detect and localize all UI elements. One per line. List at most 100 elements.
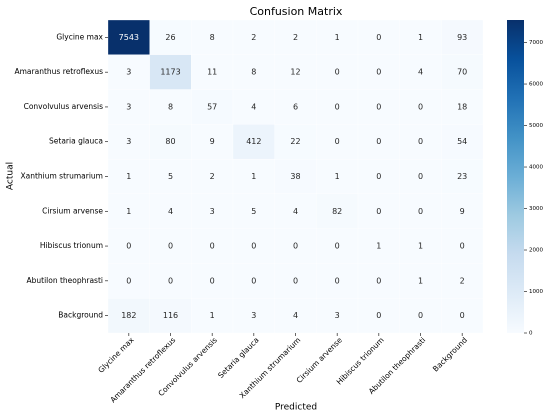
cell-label: 38 <box>290 172 300 181</box>
cell-label: 0 <box>460 311 465 320</box>
cell <box>232 19 275 55</box>
colorbar-tick-label: 6000 <box>529 82 543 88</box>
cell <box>399 54 442 90</box>
cell-label: 0 <box>335 102 340 111</box>
cell <box>274 263 317 299</box>
colorbar-tick-label: 4000 <box>529 165 543 171</box>
cell <box>107 124 150 160</box>
colorbar-tick-label: 5000 <box>529 123 543 129</box>
cell-label: 0 <box>210 276 215 285</box>
y-tick-label: Setaria glauca <box>49 137 103 146</box>
cell <box>107 54 150 90</box>
cell-label: 70 <box>457 68 467 77</box>
cell-label: 9 <box>460 207 465 216</box>
cell-label: 0 <box>376 207 381 216</box>
cell <box>191 298 234 334</box>
cell-label: 1 <box>418 33 423 42</box>
cell-label: 80 <box>165 137 175 146</box>
cell-label: 8 <box>210 33 215 42</box>
colorbar <box>507 20 524 333</box>
cell-label: 7543 <box>119 33 139 42</box>
cell <box>274 89 317 125</box>
cell-label: 0 <box>376 311 381 320</box>
cell-label: 0 <box>418 207 423 216</box>
cell <box>441 193 484 229</box>
cell <box>107 193 150 229</box>
cell <box>357 298 400 334</box>
y-tick-label: Background <box>58 311 103 320</box>
cell <box>274 193 317 229</box>
cell <box>232 193 275 229</box>
cell <box>399 124 442 160</box>
cell <box>232 54 275 90</box>
cell-label: 3 <box>126 68 131 77</box>
cell-label: 8 <box>251 68 256 77</box>
cell-label: 0 <box>251 276 256 285</box>
cell-label: 2 <box>460 276 465 285</box>
cell-label: 1 <box>210 311 215 320</box>
cell <box>149 158 192 195</box>
cell <box>399 263 442 299</box>
cell-label: 2 <box>210 172 215 181</box>
cell <box>441 298 484 334</box>
cell <box>274 298 317 334</box>
cell <box>107 228 150 264</box>
cell <box>441 89 484 125</box>
cell-label: 3 <box>126 137 131 146</box>
cell <box>316 54 359 90</box>
cell-label: 18 <box>457 102 467 111</box>
cell-label: 0 <box>418 102 423 111</box>
cell-label: 0 <box>376 276 381 285</box>
cell <box>232 89 275 125</box>
cell-label: 0 <box>168 276 173 285</box>
cell-label: 5 <box>251 207 256 216</box>
cell-label: 0 <box>168 242 173 251</box>
cell-label: 4 <box>251 102 256 111</box>
cell <box>232 263 275 299</box>
cell-label: 1 <box>126 172 131 181</box>
cell <box>441 263 484 299</box>
cell <box>357 54 400 90</box>
cell <box>232 298 275 334</box>
cell-label: 11 <box>207 68 217 77</box>
cell <box>149 19 192 55</box>
cell-label: 412 <box>246 137 261 146</box>
cell-label: 1 <box>126 207 131 216</box>
cell-label: 3 <box>335 311 340 320</box>
cell-label: 0 <box>376 68 381 77</box>
cell-label: 22 <box>290 137 300 146</box>
cell-label: 1 <box>418 276 423 285</box>
cell-label: 23 <box>457 172 467 181</box>
cell-label: 0 <box>460 242 465 251</box>
cell <box>191 19 234 55</box>
cell-label: 82 <box>332 207 342 216</box>
cell <box>149 298 192 334</box>
cell <box>107 158 150 195</box>
cell-label: 26 <box>165 33 175 42</box>
cell <box>316 193 359 229</box>
cell-label: 2 <box>293 33 298 42</box>
cell-label: 57 <box>207 102 217 111</box>
y-tick-label: Hibiscus trionum <box>40 241 103 250</box>
cell <box>399 19 442 55</box>
colorbar-tick-label: 1000 <box>529 289 543 295</box>
cell <box>399 228 442 264</box>
y-tick-label: Convolvulus arvensis <box>24 102 103 111</box>
cell <box>316 263 359 299</box>
cell-label: 1 <box>335 172 340 181</box>
cell <box>357 228 400 264</box>
cell <box>441 54 484 90</box>
cell <box>149 89 192 125</box>
cell-label: 0 <box>126 242 131 251</box>
colorbar-tick-label: 0 <box>529 331 533 337</box>
chart-title: Confusion Matrix <box>250 5 343 18</box>
cell <box>441 158 484 195</box>
cell-label: 0 <box>418 172 423 181</box>
cell-label: 0 <box>376 172 381 181</box>
cell-label: 1 <box>251 172 256 181</box>
cell-label: 0 <box>293 276 298 285</box>
cell <box>191 263 234 299</box>
colorbar-tick-label: 7000 <box>529 40 543 46</box>
x-axis-label: Predicted <box>275 403 317 413</box>
